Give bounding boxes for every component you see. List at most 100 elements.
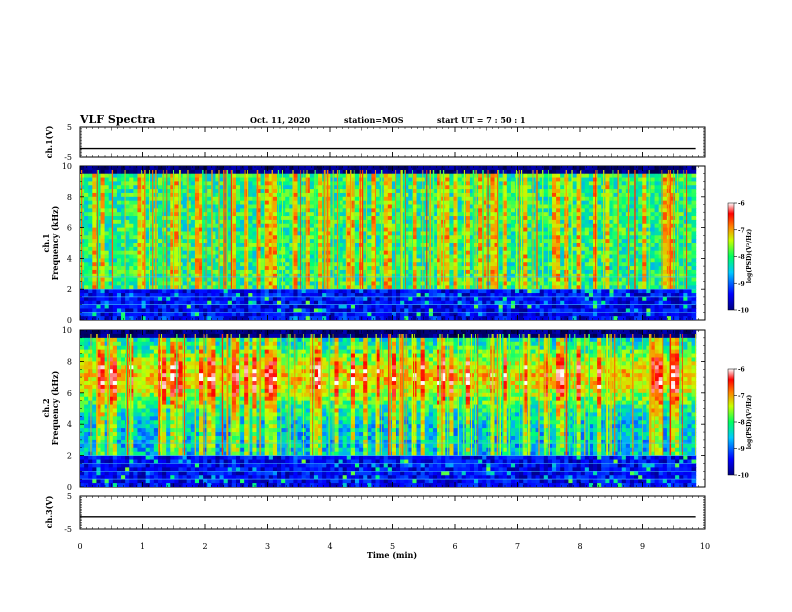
spectrogram-cell xyxy=(523,312,528,317)
spectrogram-cell xyxy=(244,219,249,225)
spectrogram-cell xyxy=(166,246,171,252)
spectrogram-cell xyxy=(207,235,212,240)
spectrogram-cell xyxy=(510,273,516,279)
spectrogram-cell xyxy=(535,235,541,240)
spectrogram-cell xyxy=(116,296,122,302)
spectrogram-cell xyxy=(363,169,368,175)
spectrogram-cell xyxy=(203,266,208,271)
spectrogram-cell xyxy=(223,300,229,306)
spectrogram-cell xyxy=(162,216,167,221)
spectrogram-cell xyxy=(227,312,233,317)
spectrogram-cell xyxy=(116,239,122,244)
spectrogram-cell xyxy=(428,266,434,271)
spectrogram-cell xyxy=(543,235,549,240)
spectrogram-cell xyxy=(207,300,212,306)
spectrogram-cell xyxy=(277,231,282,236)
spectrogram-cell xyxy=(584,304,590,310)
spectrogram-cell xyxy=(391,316,397,320)
spectrogram-cell xyxy=(375,273,381,279)
spectrogram-cell xyxy=(416,208,422,213)
spectrogram-cell xyxy=(244,169,249,175)
spectrogram-cell xyxy=(478,266,483,271)
spectrogram-cell xyxy=(350,231,356,236)
spectrogram-cell xyxy=(502,246,508,252)
spectrogram-cell xyxy=(568,273,574,279)
spectrogram-cell xyxy=(207,200,212,206)
spectrogram-cell xyxy=(256,223,262,229)
spectrogram-cell xyxy=(396,235,401,240)
spectrogram-cell xyxy=(309,185,315,190)
spectrogram-cell xyxy=(445,266,450,271)
spectrogram-cell xyxy=(539,192,545,198)
spectrogram-cell xyxy=(104,204,110,209)
spectrogram-cell xyxy=(116,196,122,202)
spectrogram-cell xyxy=(346,216,352,221)
spectrogram-cell xyxy=(100,223,106,229)
spectrogram-cell xyxy=(116,269,122,275)
spectrogram-cell xyxy=(166,169,171,175)
spectrogram-cell xyxy=(121,262,126,267)
spectrogram-cell xyxy=(560,166,565,171)
spectrogram-cell xyxy=(490,289,496,294)
spectrogram-cell xyxy=(580,243,586,248)
spectrogram-cell xyxy=(162,262,167,267)
spectrogram-cell xyxy=(494,235,500,240)
spectrogram-cell xyxy=(486,246,492,252)
spectrogram-cell xyxy=(498,269,504,275)
spectrogram-cell xyxy=(404,219,409,225)
spectrogram-cell xyxy=(584,204,590,209)
spectrogram-cell xyxy=(572,239,578,244)
spectrogram-cell xyxy=(527,308,533,313)
spectrogram-cell xyxy=(92,169,98,175)
spectrogram-cell xyxy=(84,192,89,198)
spectrogram-cell xyxy=(137,166,143,171)
spectrogram-cell xyxy=(235,196,241,202)
spectrogram-cell xyxy=(166,293,171,298)
spectrogram-cell xyxy=(371,289,377,294)
spectrogram-cell xyxy=(408,312,414,317)
spectrogram-cell xyxy=(342,269,348,275)
spectrogram-cell xyxy=(486,258,492,263)
spectrogram-cell xyxy=(112,289,118,294)
spectrogram-cell xyxy=(182,200,188,206)
spectrogram-cell xyxy=(80,262,85,267)
spectrogram-cell xyxy=(363,243,368,248)
spectrogram-cell xyxy=(556,208,561,213)
spectrogram-cell xyxy=(375,189,381,194)
spectrogram-cell xyxy=(104,243,110,248)
spectrogram-cell xyxy=(547,181,553,186)
spectrogram-cell xyxy=(104,289,110,294)
spectrogram-cell xyxy=(359,277,364,283)
spectrogram-cell xyxy=(449,296,455,302)
spectrogram-cell xyxy=(305,185,311,190)
spectrogram-cell xyxy=(465,285,471,290)
spectrogram-cell xyxy=(510,169,516,175)
spectrogram-cell xyxy=(560,223,565,229)
spectrogram-cell xyxy=(391,181,397,186)
spectrogram-cell xyxy=(400,300,405,306)
spectrogram-cell xyxy=(264,243,270,248)
spectrogram-cell xyxy=(203,308,208,313)
spectrogram-cell xyxy=(334,273,340,279)
spectrogram-cell xyxy=(437,304,442,310)
spectrogram-cell xyxy=(297,204,303,209)
spectrogram-cell xyxy=(535,285,541,290)
spectrogram-cell xyxy=(227,281,233,286)
spectrogram-cell xyxy=(260,196,266,202)
spectrogram-cell xyxy=(396,250,401,256)
spectrogram-cell xyxy=(338,312,344,317)
spectrogram-cell xyxy=(248,166,253,171)
spectrogram-cell xyxy=(190,169,196,175)
spectrogram-cell xyxy=(490,250,496,256)
spectrogram-cell xyxy=(527,304,533,310)
spectrogram-cell xyxy=(100,216,106,221)
spectrogram-cell xyxy=(203,262,208,267)
spectrogram-cell xyxy=(506,285,512,290)
spectrogram-cell xyxy=(104,277,110,283)
spectrogram-cell xyxy=(404,204,409,209)
spectrogram-cell xyxy=(285,231,290,236)
spectrogram-cell xyxy=(383,212,389,217)
spectrogram-cell xyxy=(190,250,196,256)
spectrogram-cell xyxy=(326,189,331,194)
spectrogram-cell xyxy=(104,300,110,306)
